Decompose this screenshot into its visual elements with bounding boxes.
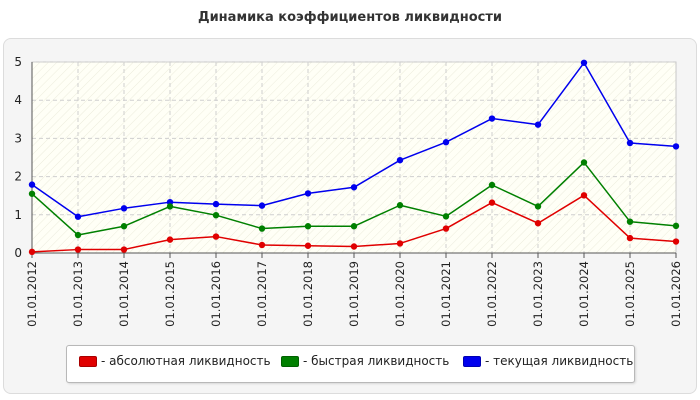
x-tick-label: 01.01.2016 [209, 261, 223, 327]
data-point [580, 59, 588, 66]
y-tick-labels: 0 1 2 3 4 5 [14, 55, 22, 260]
data-point [120, 246, 128, 253]
y-tick-label: 4 [14, 93, 22, 107]
x-tick-label: 01.01.2023 [531, 261, 545, 327]
data-point [212, 200, 220, 208]
data-point [74, 213, 82, 220]
x-tick-label: 01.01.2025 [623, 261, 637, 327]
x-tick-label: 01.01.2021 [439, 261, 453, 327]
data-point [626, 139, 634, 147]
data-point [534, 203, 542, 210]
x-tick-label: 01.01.2022 [485, 261, 499, 327]
x-tick-label: 01.01.2018 [301, 261, 315, 327]
data-point [74, 246, 82, 253]
data-point [166, 203, 174, 210]
legend-label-current: - текущая ликвидность [485, 354, 634, 368]
data-point [350, 184, 358, 191]
data-point [258, 241, 266, 249]
data-point [396, 240, 404, 247]
data-point [442, 139, 450, 146]
data-point [488, 199, 496, 206]
legend-label-quick: - быстрая ликвидность [303, 354, 450, 368]
data-point [28, 181, 36, 188]
data-point [74, 231, 82, 239]
data-point [304, 190, 312, 197]
x-tick-labels: 01.01.2012 01.01.2013 01.01.2014 01.01.2015… [25, 261, 683, 327]
data-point [350, 223, 358, 230]
data-point [488, 181, 496, 189]
data-point [534, 220, 542, 227]
data-point [212, 233, 220, 240]
data-point [442, 213, 450, 220]
y-tick-label: 2 [14, 170, 22, 184]
data-point [350, 243, 358, 250]
data-point [120, 205, 128, 212]
series-points [28, 59, 680, 256]
legend-swatch-quick [281, 355, 299, 367]
x-tick-label: 01.01.2019 [347, 261, 361, 327]
data-point [672, 238, 680, 245]
data-point [258, 225, 266, 232]
x-tick-label: 01.01.2014 [117, 261, 131, 327]
data-point [488, 115, 496, 122]
data-point [442, 225, 450, 232]
x-tick-label: 01.01.2017 [255, 261, 269, 327]
legend-item-absolute: - абсолютная ликвидность [79, 354, 271, 368]
data-point [304, 242, 312, 249]
x-tick-label: 01.01.2013 [71, 261, 85, 327]
y-tick-label: 1 [14, 208, 22, 222]
data-point [120, 223, 128, 230]
data-point [580, 159, 588, 166]
x-tick-label: 01.01.2012 [25, 261, 39, 327]
data-point [28, 248, 36, 256]
axes [31, 62, 677, 258]
data-point [672, 143, 680, 150]
legend-swatch-current [463, 355, 481, 367]
legend-item-current: - текущая ликвидность [463, 354, 633, 368]
data-point [626, 234, 634, 242]
data-point [28, 190, 36, 197]
x-tick-label: 01.01.2015 [163, 261, 177, 327]
x-tick-label: 01.01.2020 [393, 261, 407, 327]
legend-item-quick: - быстрая ликвидность [281, 354, 449, 368]
data-point [396, 202, 404, 209]
data-point [534, 121, 542, 128]
legend-label-absolute: - абсолютная ликвидность [101, 354, 271, 368]
data-point [166, 236, 174, 243]
legend-swatch-absolute [79, 355, 97, 367]
data-point [212, 211, 220, 219]
x-tick-label: 01.01.2026 [669, 261, 683, 327]
gridlines [32, 61, 676, 253]
data-point [580, 192, 588, 199]
data-point [258, 202, 266, 209]
data-point [626, 218, 634, 225]
x-tick-label: 01.01.2024 [577, 261, 591, 327]
y-tick-label: 0 [14, 246, 22, 260]
data-point [396, 156, 404, 164]
data-point [304, 223, 312, 230]
y-tick-label: 5 [14, 55, 22, 69]
chart-title: Динамика коэффициентов ликвидности [198, 10, 502, 25]
data-point [672, 222, 680, 230]
legend: - абсолютная ликвидность - быстрая ликви… [66, 345, 635, 383]
y-tick-label: 3 [14, 131, 22, 145]
